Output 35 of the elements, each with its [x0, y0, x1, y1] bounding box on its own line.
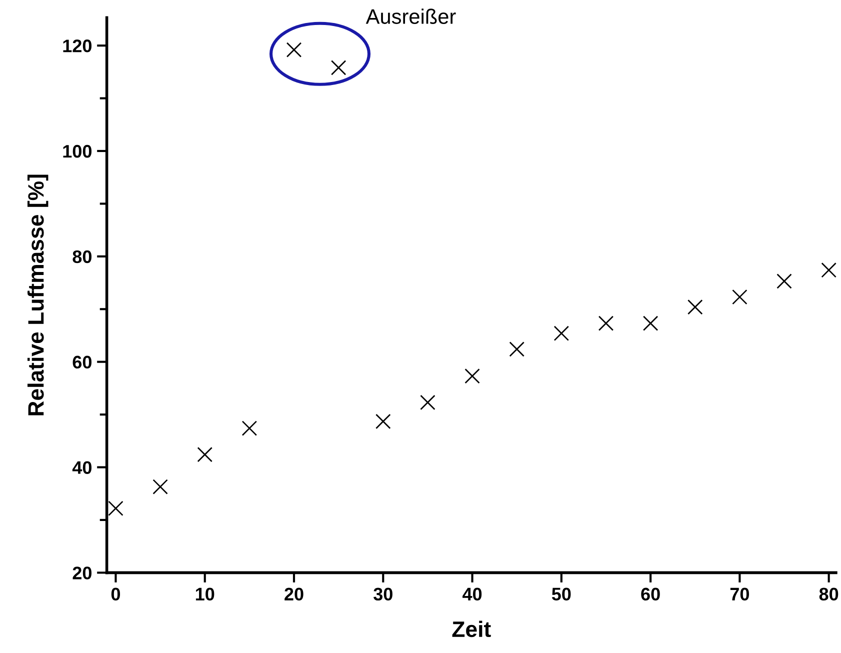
- point: [330, 60, 346, 76]
- y-axis-title: Relative Luftmasse [%]: [28, 174, 48, 416]
- y-tick-label: 20: [72, 566, 92, 580]
- point: [554, 326, 570, 342]
- point: [642, 316, 658, 331]
- y-tick-label: 60: [72, 356, 92, 369]
- point: [776, 274, 792, 289]
- point: [152, 479, 168, 494]
- point: [687, 299, 703, 315]
- x-tick-label: 40: [462, 588, 482, 601]
- x-axis-title: Zeit: [452, 620, 491, 638]
- point: [242, 420, 258, 436]
- point: [375, 414, 391, 430]
- x-tick-label: 0: [111, 588, 120, 601]
- y-tick-label: 100: [63, 144, 92, 158]
- y-tick-label: 80: [72, 250, 92, 264]
- point: [286, 42, 302, 58]
- x-tick-label: 80: [819, 588, 838, 601]
- point: [464, 368, 480, 384]
- x-tick-label: 30: [374, 588, 392, 601]
- point: [598, 316, 614, 331]
- x-tick-label: 20: [284, 588, 304, 601]
- point: [509, 342, 524, 357]
- x-tick-label: 70: [730, 588, 749, 601]
- point: [732, 289, 748, 305]
- x-tick-label: 10: [196, 588, 214, 601]
- x-tick-label: 60: [641, 588, 660, 601]
- annotation: Ausreißer: [366, 8, 456, 24]
- point: [197, 446, 212, 462]
- y-tick-label: 40: [72, 461, 92, 474]
- y-tick-label: 120: [63, 40, 92, 52]
- point: [821, 262, 836, 278]
- point: [108, 500, 124, 516]
- x-tick-label: 50: [552, 588, 571, 601]
- point: [420, 394, 436, 410]
